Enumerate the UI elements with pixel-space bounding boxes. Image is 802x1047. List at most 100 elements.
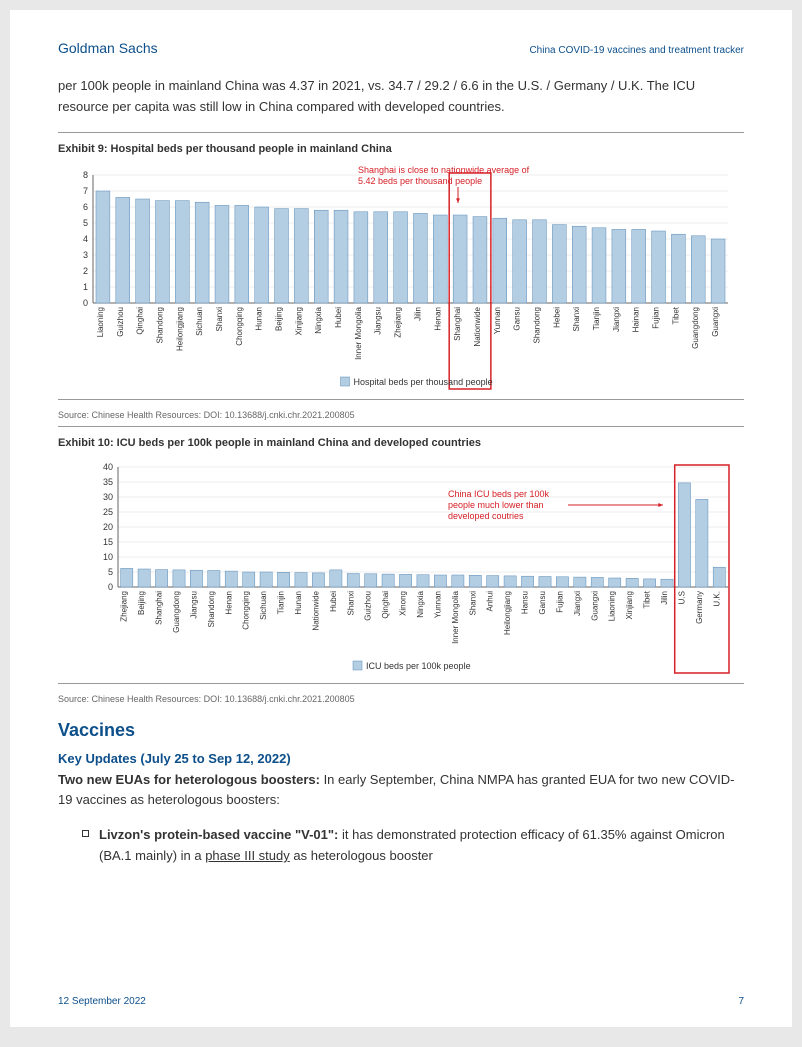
svg-text:25: 25 — [103, 507, 113, 517]
svg-text:Jiangsu: Jiangsu — [374, 307, 383, 335]
footer-date: 12 September 2022 — [58, 996, 146, 1007]
intro-paragraph: per 100k people in mainland China was 4.… — [58, 76, 744, 118]
divider — [58, 399, 744, 400]
svg-text:2: 2 — [83, 266, 88, 276]
svg-text:Hubei: Hubei — [329, 590, 338, 611]
svg-text:3: 3 — [83, 250, 88, 260]
svg-text:35: 35 — [103, 477, 113, 487]
exhibit10-title: Exhibit 10: ICU beds per 100k people in … — [58, 437, 744, 449]
footer-page: 7 — [738, 996, 744, 1007]
svg-text:30: 30 — [103, 492, 113, 502]
svg-text:Ningxia: Ningxia — [314, 306, 323, 333]
svg-text:20: 20 — [103, 522, 113, 532]
svg-text:Henan: Henan — [224, 591, 233, 615]
svg-text:Guangdong: Guangdong — [172, 591, 181, 633]
svg-text:Shanxi: Shanxi — [468, 590, 477, 615]
svg-text:Guangxi: Guangxi — [590, 590, 599, 620]
svg-text:Nationwide: Nationwide — [311, 590, 320, 630]
svg-text:4: 4 — [83, 234, 88, 244]
svg-text:Guangdong: Guangdong — [691, 307, 700, 349]
page: Goldman Sachs China COVID-19 vaccines an… — [10, 10, 792, 1027]
svg-text:Fujian: Fujian — [555, 591, 564, 613]
divider — [58, 426, 744, 427]
phase3-link[interactable]: phase III study — [205, 848, 290, 863]
svg-text:U.S: U.S — [677, 591, 686, 604]
svg-text:Yunnan: Yunnan — [433, 591, 442, 618]
svg-text:Gansu: Gansu — [513, 307, 522, 331]
svg-text:Henan: Henan — [433, 307, 442, 331]
svg-text:Gansu: Gansu — [538, 591, 547, 615]
svg-text:China ICU beds per 100k: China ICU beds per 100k — [448, 489, 550, 499]
svg-text:Fujian: Fujian — [652, 307, 661, 329]
svg-text:Tibet: Tibet — [643, 590, 652, 608]
svg-text:Hubei: Hubei — [334, 306, 343, 327]
svg-text:Inner Mongolia: Inner Mongolia — [451, 590, 460, 643]
svg-text:Heilongjiang: Heilongjiang — [175, 307, 184, 351]
svg-text:Shandong: Shandong — [532, 307, 541, 343]
bullet-lead: Livzon's protein-based vaccine "V-01": — [99, 827, 338, 842]
svg-text:Qinghai: Qinghai — [136, 306, 145, 334]
svg-text:Xinjiang: Xinjiang — [294, 307, 303, 335]
svg-text:5.42 beds per thousand people: 5.42 beds per thousand people — [358, 176, 482, 186]
divider — [58, 683, 744, 684]
svg-text:Hainan: Hainan — [632, 307, 641, 332]
svg-text:0: 0 — [83, 298, 88, 308]
svg-text:Hospital beds per thousand peo: Hospital beds per thousand people — [354, 377, 493, 387]
svg-text:Tianjin: Tianjin — [277, 591, 286, 614]
vaccines-subheading: Key Updates (July 25 to Sep 12, 2022) — [58, 751, 744, 766]
svg-text:5: 5 — [108, 567, 113, 577]
svg-text:developed coutries: developed coutries — [448, 511, 524, 521]
svg-text:Beijing: Beijing — [275, 307, 284, 331]
svg-text:Shanghai is close to nationwid: Shanghai is close to nationwide average … — [358, 165, 530, 175]
svg-text:Anhui: Anhui — [486, 590, 495, 611]
svg-text:Heilongjiang: Heilongjiang — [503, 591, 512, 635]
svg-text:Guizhou: Guizhou — [364, 591, 373, 621]
vaccines-heading: Vaccines — [58, 720, 744, 741]
svg-text:6: 6 — [83, 202, 88, 212]
svg-text:Jilin: Jilin — [660, 591, 669, 605]
svg-text:Jiangsu: Jiangsu — [189, 591, 198, 619]
svg-text:Chongqing: Chongqing — [242, 591, 251, 630]
svg-text:Hunan: Hunan — [294, 591, 303, 615]
exhibit9-chart: 012345678LiaoningGuizhouQinghaiShandongH… — [58, 163, 744, 393]
svg-text:40: 40 — [103, 462, 113, 472]
svg-text:Shanghai: Shanghai — [453, 306, 462, 340]
svg-text:Sichuan: Sichuan — [195, 307, 204, 336]
svg-text:Inner Mongolia: Inner Mongolia — [354, 306, 363, 359]
svg-text:Liaoning: Liaoning — [96, 307, 105, 337]
exhibit10-chart: 0510152025303540ZhejiangBeijingShanghaiG… — [58, 457, 744, 677]
svg-text:ICU beds per 100k people: ICU beds per 100k people — [366, 661, 471, 671]
svg-text:Liaoning: Liaoning — [608, 591, 617, 621]
svg-text:Shanxi: Shanxi — [346, 590, 355, 615]
svg-text:Tianjin: Tianjin — [592, 307, 601, 330]
svg-text:7: 7 — [83, 186, 88, 196]
svg-text:Guizhou: Guizhou — [116, 307, 125, 337]
svg-text:Shandong: Shandong — [155, 307, 164, 343]
svg-text:Jilin: Jilin — [413, 307, 422, 321]
svg-text:Qinghai: Qinghai — [381, 590, 390, 618]
svg-text:Nationwide: Nationwide — [473, 306, 482, 346]
svg-text:5: 5 — [83, 218, 88, 228]
svg-text:Shanghai: Shanghai — [155, 590, 164, 624]
page-header: Goldman Sachs China COVID-19 vaccines an… — [58, 40, 744, 56]
svg-text:Xinong: Xinong — [399, 591, 408, 616]
chart9-svg: 012345678LiaoningGuizhouQinghaiShandongH… — [58, 163, 738, 393]
svg-text:Shandong: Shandong — [207, 591, 216, 627]
exhibit10-source: Source: Chinese Health Resources: DOI: 1… — [58, 694, 744, 704]
svg-text:U.K.: U.K. — [712, 591, 721, 607]
svg-text:Hansu: Hansu — [521, 591, 530, 614]
svg-text:Yunnan: Yunnan — [493, 307, 502, 334]
svg-text:0: 0 — [108, 582, 113, 592]
svg-text:Hebei: Hebei — [552, 306, 561, 327]
divider — [58, 132, 744, 133]
svg-text:15: 15 — [103, 537, 113, 547]
exhibit9-source: Source: Chinese Health Resources: DOI: 1… — [58, 410, 744, 420]
svg-text:Germany: Germany — [695, 591, 704, 624]
exhibit9-title: Exhibit 9: Hospital beds per thousand pe… — [58, 143, 744, 155]
svg-text:Chongqing: Chongqing — [235, 307, 244, 346]
svg-text:8: 8 — [83, 170, 88, 180]
doc-title: China COVID-19 vaccines and treatment tr… — [529, 45, 744, 56]
bullet-text: Livzon's protein-based vaccine "V-01": i… — [99, 825, 744, 867]
vaccines-para: Two new EUAs for heterologous boosters: … — [58, 770, 744, 812]
bullet-item: Livzon's protein-based vaccine "V-01": i… — [58, 825, 744, 867]
